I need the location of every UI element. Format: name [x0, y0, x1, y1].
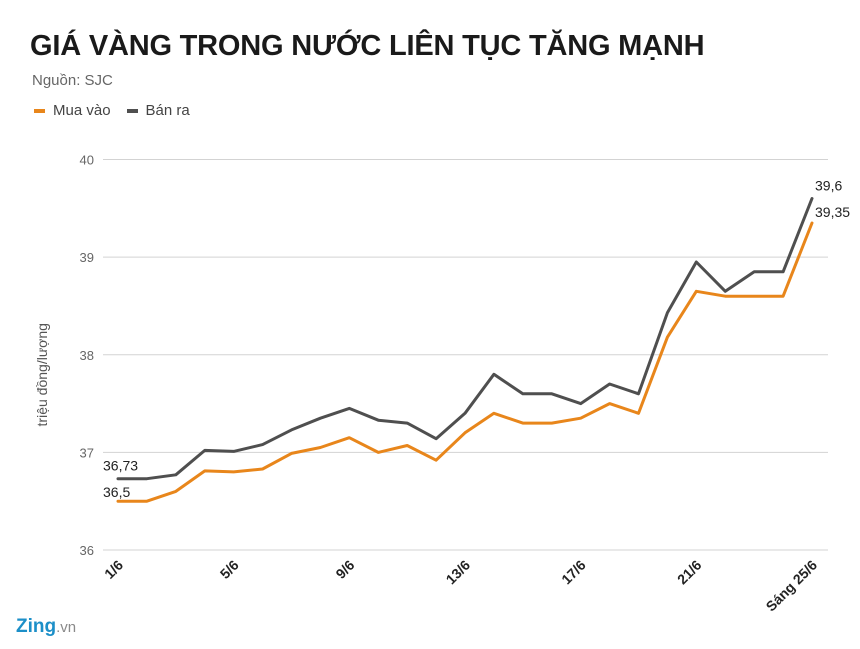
series-line-buy — [116, 221, 814, 503]
zing-logo: Zing.vn — [16, 616, 77, 637]
y-tick-label: 38 — [80, 348, 94, 363]
legend-label-buy: Mua vào — [53, 102, 111, 119]
legend-swatch-sell — [126, 108, 138, 113]
x-tick-label: 17/6 — [558, 557, 589, 588]
x-tick-label: 21/6 — [674, 557, 705, 588]
data-label: 36,73 — [103, 458, 138, 474]
y-tick-label: 36 — [80, 543, 94, 558]
chart-subtitle: Nguồn: SJC — [32, 72, 113, 89]
y-tick-label: 37 — [80, 445, 94, 460]
y-tick-label: 39 — [80, 250, 94, 265]
data-label: 36,5 — [103, 484, 130, 500]
x-tick-label: 9/6 — [332, 557, 357, 582]
legend-swatch-buy — [34, 108, 45, 113]
data-label: 39,6 — [815, 178, 842, 194]
legend-item-sell: Bán ra — [126, 102, 190, 119]
y-tick-label: 40 — [80, 153, 94, 168]
x-tick-label: 13/6 — [443, 557, 474, 588]
legend-item-buy: Mua vào — [34, 102, 111, 119]
legend-label-sell: Bán ra — [145, 102, 190, 119]
chart-title: GIÁ VÀNG TRONG NƯỚC LIÊN TỤC TĂNG MẠNH — [30, 30, 705, 62]
x-tick-label: 5/6 — [217, 557, 242, 582]
y-axis-label: triệu đồng/lượng — [34, 323, 50, 426]
chart-legend: Mua vào Bán ra — [34, 102, 206, 119]
x-tick-label: Sáng 25/6 — [763, 557, 821, 615]
series-line-sell — [116, 197, 814, 481]
x-tick-label: 1/6 — [101, 557, 126, 582]
data-label: 39,35 — [815, 204, 850, 220]
